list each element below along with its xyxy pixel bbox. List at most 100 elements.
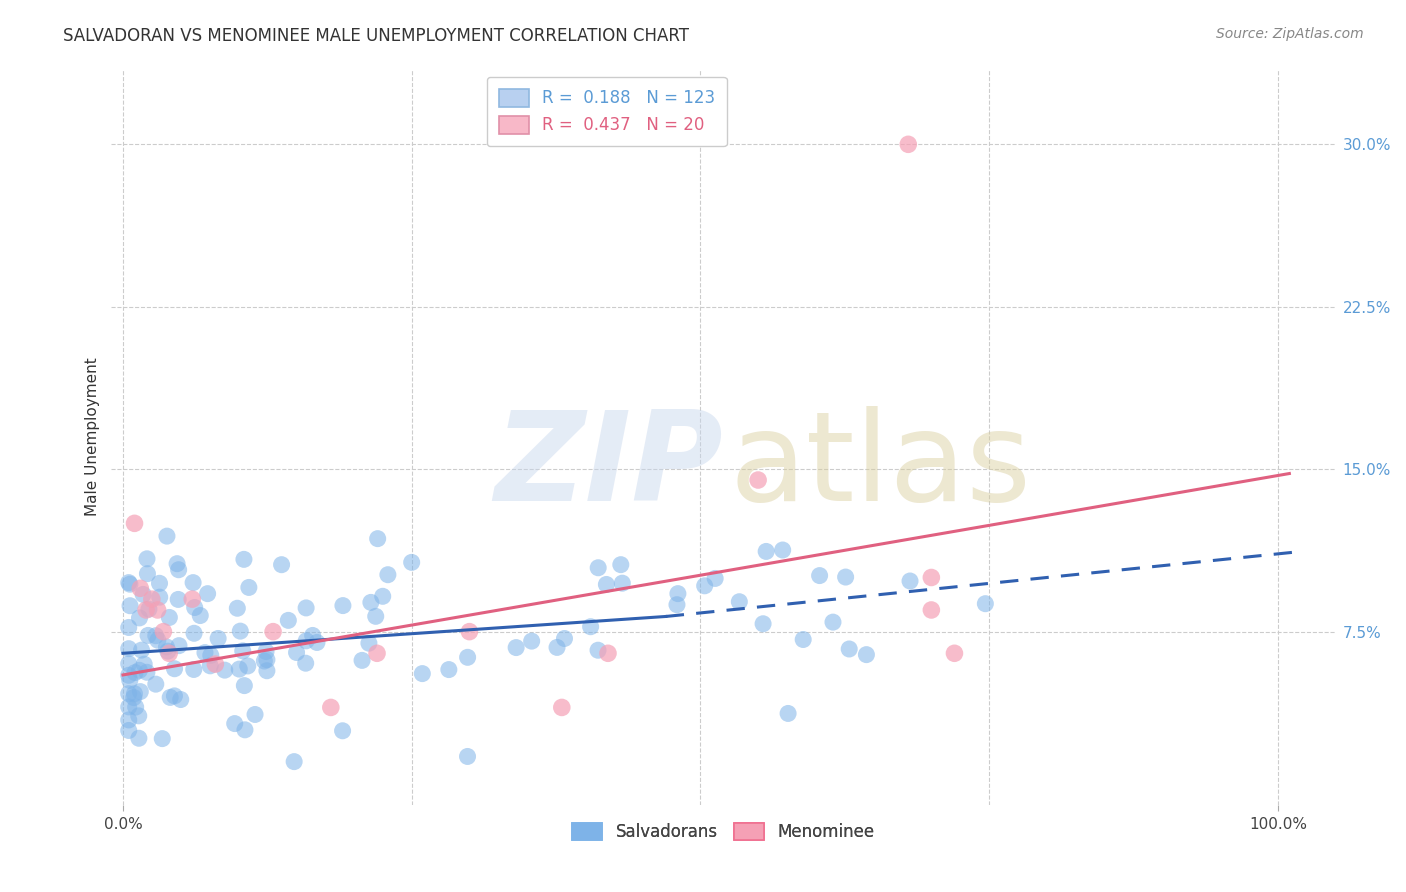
Point	[364, 609, 387, 624]
Point	[256, 653, 278, 667]
Point	[124, 516, 146, 531]
Text: Source: ZipAtlas.com: Source: ZipAtlas.com	[1216, 27, 1364, 41]
Point	[118, 723, 141, 738]
Point	[167, 563, 190, 577]
Point	[157, 610, 180, 624]
Point	[135, 665, 157, 680]
Point	[305, 635, 328, 649]
Point	[128, 731, 150, 746]
Point	[319, 700, 342, 714]
Point	[229, 624, 252, 639]
Point	[141, 592, 163, 607]
Point	[145, 677, 167, 691]
Point	[377, 567, 399, 582]
Point	[156, 644, 179, 658]
Point	[128, 663, 150, 677]
Point	[352, 653, 374, 667]
Point	[974, 597, 997, 611]
Point	[118, 687, 141, 701]
Point	[262, 624, 284, 639]
Point	[181, 592, 204, 607]
Point	[118, 673, 141, 688]
Point	[183, 626, 205, 640]
Point	[157, 646, 180, 660]
Text: atlas: atlas	[730, 406, 1032, 526]
Point	[146, 603, 169, 617]
Point	[778, 706, 800, 721]
Point	[146, 633, 169, 648]
Point	[136, 628, 159, 642]
Point	[752, 616, 775, 631]
Point	[243, 707, 266, 722]
Point	[595, 577, 617, 591]
Point	[124, 665, 146, 680]
Point	[148, 576, 170, 591]
Point	[270, 558, 292, 572]
Point	[367, 532, 389, 546]
Point	[728, 595, 751, 609]
Point	[167, 639, 190, 653]
Point	[755, 544, 778, 558]
Point	[457, 749, 479, 764]
Point	[181, 575, 204, 590]
Point	[170, 692, 193, 706]
Point	[772, 543, 794, 558]
Point	[277, 613, 299, 627]
Point	[834, 570, 856, 584]
Point	[214, 663, 236, 677]
Point	[808, 568, 831, 582]
Point	[163, 689, 186, 703]
Point	[124, 687, 146, 701]
Point	[332, 723, 354, 738]
Point	[150, 731, 173, 746]
Point	[236, 659, 259, 673]
Point	[665, 598, 688, 612]
Point	[551, 700, 574, 714]
Point	[118, 699, 141, 714]
Point	[520, 634, 543, 648]
Point	[124, 700, 146, 714]
Point	[167, 592, 190, 607]
Point	[118, 657, 141, 671]
Point	[920, 570, 942, 584]
Point	[411, 666, 433, 681]
Point	[366, 646, 388, 660]
Point	[838, 642, 860, 657]
Point	[898, 574, 921, 588]
Point	[704, 571, 727, 585]
Point	[586, 643, 609, 657]
Point	[256, 664, 278, 678]
Point	[505, 640, 527, 655]
Point	[855, 648, 877, 662]
Point	[458, 624, 481, 639]
Point	[612, 576, 634, 591]
Point	[747, 473, 769, 487]
Point	[232, 644, 254, 658]
Point	[283, 755, 305, 769]
Point	[792, 632, 814, 647]
Y-axis label: Male Unemployment: Male Unemployment	[86, 358, 100, 516]
Point	[138, 602, 160, 616]
Point	[155, 640, 177, 654]
Point	[163, 662, 186, 676]
Point	[197, 587, 219, 601]
Point	[118, 577, 141, 591]
Point	[207, 632, 229, 646]
Point	[553, 632, 575, 646]
Point	[159, 690, 181, 705]
Point	[238, 581, 260, 595]
Point	[188, 608, 211, 623]
Point	[253, 654, 276, 668]
Point	[943, 646, 966, 660]
Point	[149, 590, 172, 604]
Point	[586, 561, 609, 575]
Text: ZIP: ZIP	[495, 406, 724, 526]
Point	[610, 558, 633, 572]
Point	[457, 650, 479, 665]
Point	[596, 646, 619, 660]
Point	[194, 646, 217, 660]
Point	[226, 601, 249, 615]
Point	[135, 603, 157, 617]
Point	[332, 599, 354, 613]
Point	[128, 709, 150, 723]
